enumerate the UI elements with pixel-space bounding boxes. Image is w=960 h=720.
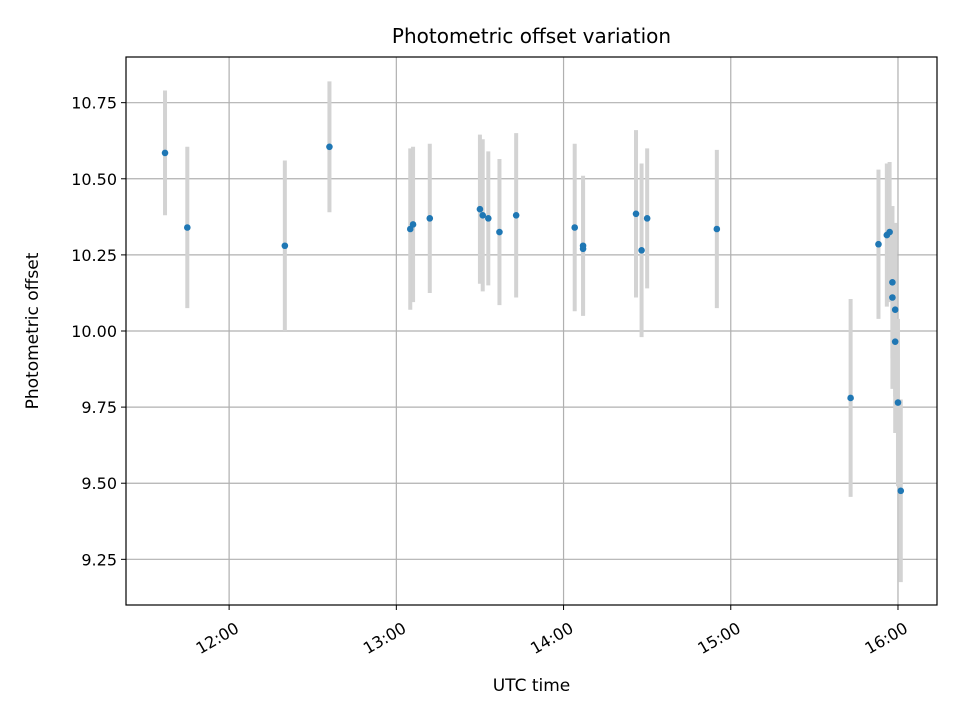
data-point: [643, 215, 651, 222]
data-point: [897, 487, 905, 495]
data-point: [713, 225, 721, 233]
data-point: [632, 210, 640, 218]
data-point: [875, 240, 882, 248]
y-tick-label: 10.00: [71, 322, 117, 341]
data-point: [161, 149, 169, 157]
data-point: [571, 224, 578, 231]
data-point: [512, 212, 520, 219]
y-tick-label: 9.50: [81, 474, 117, 493]
data-point: [485, 215, 492, 222]
data-point: [638, 247, 645, 254]
data-point: [891, 306, 899, 313]
data-point: [479, 212, 487, 219]
data-point: [326, 143, 333, 151]
data-point: [476, 205, 484, 213]
data-point: [579, 245, 587, 253]
data-point: [281, 242, 289, 250]
data-point: [426, 215, 434, 222]
y-tick-label: 10.50: [71, 170, 117, 189]
y-axis-label: Photometric offset: [23, 252, 43, 409]
data-point: [184, 224, 191, 231]
data-point: [891, 338, 899, 345]
data-points: [161, 143, 905, 495]
data-point: [886, 228, 893, 236]
data-point: [847, 394, 854, 402]
chart-title: Photometric offset variation: [392, 24, 671, 48]
data-point: [889, 278, 896, 286]
data-point: [889, 294, 896, 301]
y-tick-label: 9.75: [81, 398, 117, 417]
y-tick-label: 9.25: [81, 550, 117, 569]
y-tick-label: 10.75: [71, 94, 117, 113]
data-point: [894, 399, 902, 406]
x-axis-label: UTC time: [493, 676, 571, 696]
data-point: [409, 221, 417, 228]
y-axis-ticks: 9.25 9.50 9.75 10.00 10.25 10.50 10.75: [71, 94, 126, 569]
data-point: [496, 228, 503, 236]
y-tick-label: 10.25: [71, 246, 117, 265]
